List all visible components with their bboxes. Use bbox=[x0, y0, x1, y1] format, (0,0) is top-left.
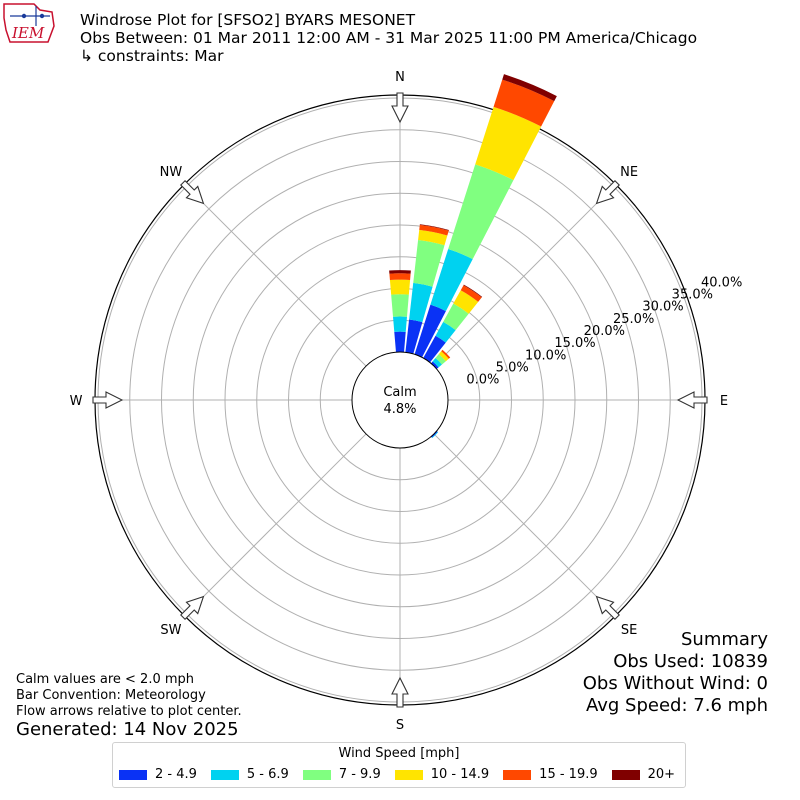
radial-tick-label: 10.0% bbox=[525, 348, 566, 363]
flow-arrow-icon bbox=[180, 180, 205, 205]
radial-tick-label: 35.0% bbox=[672, 288, 713, 303]
bar-segment bbox=[443, 303, 469, 331]
avg-speed: Avg Speed: 7.6 mph bbox=[586, 695, 768, 716]
obs-range: Obs Between: 01 Mar 2011 12:00 AM - 31 M… bbox=[80, 29, 698, 47]
legend-item: 20+ bbox=[611, 767, 676, 782]
radial-tick-label: 25.0% bbox=[613, 312, 654, 327]
bar-convention: Bar Convention: Meteorology bbox=[16, 688, 206, 703]
legend-item: 7 - 9.9 bbox=[302, 767, 381, 782]
radial-tick-label: 40.0% bbox=[701, 275, 742, 290]
svg-text:IEM: IEM bbox=[11, 24, 45, 42]
bar-segment bbox=[475, 106, 542, 181]
flow-arrow-icon bbox=[391, 676, 409, 708]
legend-label: 2 - 4.9 bbox=[155, 767, 197, 782]
legend-item: 5 - 6.9 bbox=[210, 767, 289, 782]
bar-segment bbox=[389, 270, 411, 274]
summary-heading: Summary bbox=[681, 629, 768, 650]
bar-segment bbox=[419, 224, 449, 231]
grid-spoke bbox=[433, 433, 614, 614]
obs-without-wind: Obs Without Wind: 0 bbox=[582, 673, 768, 694]
direction-label: SE bbox=[621, 623, 637, 638]
constraints: ↳ constraints: Mar bbox=[80, 47, 224, 65]
bar-segment bbox=[435, 354, 446, 365]
chart-title: Windrose Plot for [SFSO2] BYARS MESONET bbox=[80, 11, 416, 29]
bar-segment bbox=[463, 284, 483, 298]
flow-arrow-icon bbox=[595, 595, 620, 620]
bar-segment bbox=[423, 335, 446, 363]
radial-tick-label: 0.0% bbox=[466, 373, 499, 388]
bar-segment bbox=[453, 290, 479, 314]
direction-label: E bbox=[720, 394, 728, 409]
bar-segment bbox=[502, 74, 557, 102]
bar-segment bbox=[389, 279, 411, 295]
direction-label: NW bbox=[160, 165, 183, 180]
direction-label: N bbox=[395, 70, 405, 85]
flow-arrow-icon bbox=[92, 391, 124, 409]
legend-swatch bbox=[210, 769, 239, 780]
bar-segment bbox=[405, 319, 423, 354]
bar-segment bbox=[393, 316, 407, 332]
bar-segment bbox=[419, 224, 449, 236]
legend: Wind Speed [mph] 2 - 4.9 5 - 6.9 7 - 9.9 10… bbox=[112, 742, 686, 788]
bar-segment bbox=[460, 285, 482, 302]
legend-item: 2 - 4.9 bbox=[119, 767, 197, 782]
bar-segment bbox=[414, 304, 446, 358]
bar-segment bbox=[394, 331, 406, 353]
bar-segment bbox=[432, 358, 442, 368]
flow-arrow-icon bbox=[391, 92, 409, 124]
bar-segment bbox=[493, 79, 555, 127]
legend-swatch bbox=[611, 769, 640, 780]
legend-swatch bbox=[503, 769, 532, 780]
legend-label: 7 - 9.9 bbox=[338, 767, 381, 782]
grid-spoke bbox=[186, 186, 367, 367]
radial-tick-label: 5.0% bbox=[496, 360, 529, 375]
legend-item: 10 - 14.9 bbox=[394, 767, 490, 782]
bar-segment bbox=[413, 239, 445, 287]
legend-label: 15 - 19.9 bbox=[539, 767, 598, 782]
legend-item: 15 - 19.9 bbox=[503, 767, 598, 782]
flow-arrows-note: Flow arrows relative to plot center. bbox=[16, 704, 242, 719]
bar-segment bbox=[448, 164, 514, 260]
bar-segment bbox=[430, 361, 439, 370]
bar-segment bbox=[409, 282, 433, 323]
flow-arrow-icon bbox=[180, 595, 205, 620]
bar-segment bbox=[391, 294, 409, 317]
bar-segment bbox=[418, 229, 448, 246]
grid-spoke bbox=[433, 186, 614, 367]
flow-arrow-icon bbox=[676, 391, 708, 409]
bar-segment bbox=[430, 430, 438, 438]
bar-segment bbox=[441, 349, 451, 359]
legend-label: 5 - 6.9 bbox=[246, 767, 289, 782]
legend-swatch bbox=[394, 769, 423, 780]
calm-value: 4.8% bbox=[383, 402, 416, 417]
legend-items: 2 - 4.9 5 - 6.9 7 - 9.9 10 - 14.9 15 - 19.9 2… bbox=[119, 767, 675, 782]
bar-segment bbox=[430, 249, 473, 312]
direction-label: NE bbox=[620, 165, 638, 180]
legend-label: 20+ bbox=[647, 767, 676, 782]
calm-circle bbox=[351, 351, 449, 449]
radial-tick-label: 20.0% bbox=[584, 324, 625, 339]
calm-definition: Calm values are < 2.0 mph bbox=[16, 672, 195, 687]
bar-segment bbox=[435, 321, 456, 343]
legend-label: 10 - 14.9 bbox=[430, 767, 490, 782]
obs-used: Obs Used: 10839 bbox=[613, 651, 768, 672]
legend-swatch bbox=[302, 769, 331, 780]
grid-spoke bbox=[186, 433, 367, 614]
direction-label: SW bbox=[160, 623, 181, 638]
radial-tick-label: 15.0% bbox=[554, 336, 595, 351]
direction-label: S bbox=[396, 718, 404, 733]
bar-segment bbox=[389, 273, 411, 281]
bar-segment bbox=[438, 351, 449, 362]
legend-swatch bbox=[119, 769, 147, 780]
direction-label: W bbox=[70, 394, 83, 409]
radial-tick-label: 30.0% bbox=[642, 300, 683, 315]
iem-logo: IEM bbox=[3, 3, 55, 43]
calm-label: Calm bbox=[383, 385, 416, 400]
flow-arrow-icon bbox=[595, 180, 620, 205]
generated-date: Generated: 14 Nov 2025 bbox=[16, 719, 239, 740]
bar-segment bbox=[431, 431, 439, 439]
legend-title: Wind Speed [mph] bbox=[338, 746, 460, 761]
